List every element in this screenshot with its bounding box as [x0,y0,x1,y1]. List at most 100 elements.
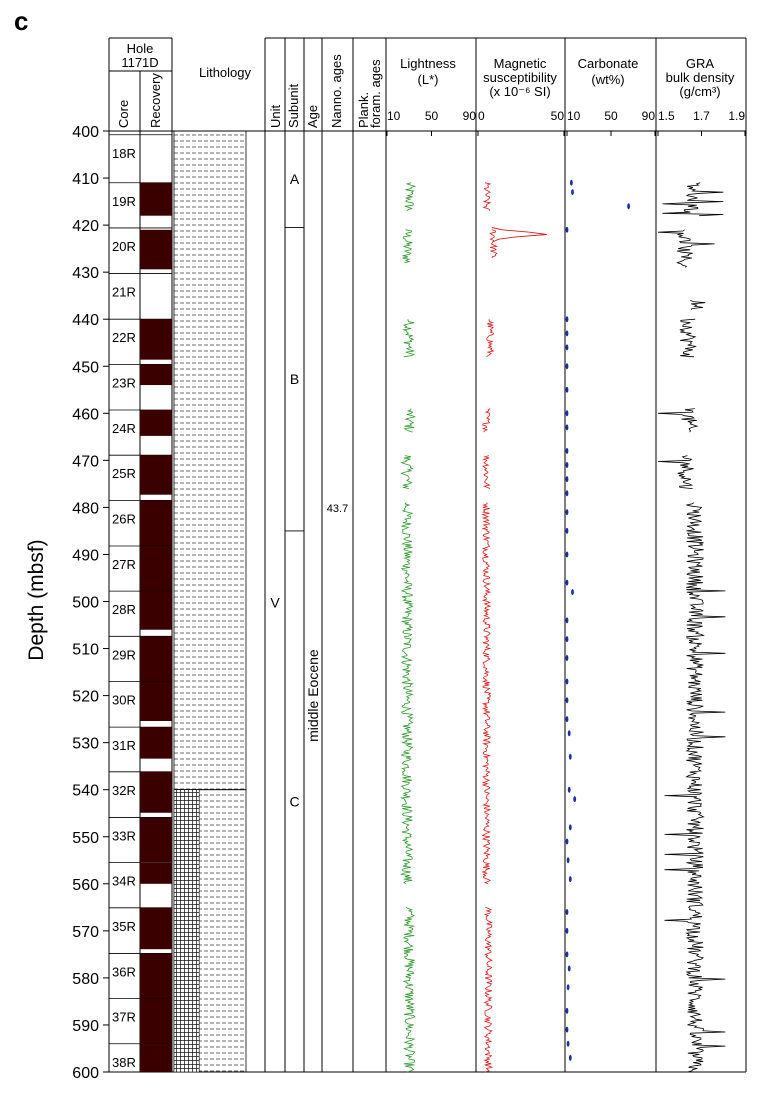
magsus-peak-trace [491,227,547,243]
gra-title-line3: (g/cm³) [679,84,720,99]
core-label: 29R [112,647,136,662]
y-axis-label: Depth (mbsf) [25,539,48,660]
core-label: 30R [112,692,136,707]
lightness-trace [402,319,416,358]
carbonate-point [627,203,630,210]
recovery-bar [140,229,172,270]
core-column-header: Core [116,100,131,128]
lithology-interval [173,130,247,791]
gra-trace [662,182,724,217]
hole-title-line1: Hole [127,41,154,56]
core-label: 32R [112,783,136,798]
carbonate-point [565,462,569,469]
depth-tick-label: 400 [72,124,99,141]
carbonate-point [565,226,569,233]
magsus-trace [482,455,491,489]
carbonate-point [565,509,569,516]
core-label: 20R [112,239,136,254]
hole-title-line2: 1171D [121,55,158,70]
depth-tick-label: 460 [72,406,99,423]
core-label: 26R [112,511,136,526]
carbonate-point [567,730,571,737]
carbonate-point [568,753,572,760]
recovery-bar [140,998,172,1044]
gra-trace [657,408,699,433]
carbonate-point [571,589,574,596]
lightness-trace [400,502,414,885]
carbonate-point [565,1026,569,1033]
carbonate-point [565,316,569,323]
core-label: 28R [112,602,136,617]
gra-title-line2: bulk density [666,70,735,85]
carbonate-point [565,697,569,704]
lightness-trace [402,906,416,1073]
magsus-trace [489,229,499,259]
carbonate-point [571,189,574,196]
carbonate-point [565,1007,569,1014]
nanno-age-label: 43.7 [327,503,348,515]
recovery-bar [140,410,172,436]
lightness-trace [404,182,417,212]
depth-tick-label: 440 [72,312,99,329]
core-label: 37R [112,1010,136,1025]
carbonate-point [568,824,572,831]
depth-tick-label: 550 [72,830,99,847]
recovery-bar [140,591,172,630]
subunit-label: C [289,793,299,809]
depth-tick-label: 450 [72,359,99,376]
x-tick-label: 10 [567,109,581,123]
core-label: 22R [112,330,136,345]
carbonate-point [568,1054,572,1061]
lightness-title-line2: (L*) [418,72,439,87]
gra-title-line1: GRA [686,56,715,71]
recovery-bar [140,953,172,999]
carbonate-point [565,330,569,337]
recovery-bar [140,319,172,360]
recovery-bar [140,182,172,216]
depth-tick-label: 420 [72,218,99,235]
depth-tick-label: 530 [72,736,99,753]
depth-tick-label: 410 [72,171,99,188]
carbonate-point [565,617,569,624]
core-label: 33R [112,828,136,843]
depth-tick-label: 520 [72,689,99,706]
recovery-bar [140,907,172,950]
carbonate-point [566,1040,570,1047]
carbonate-point [565,447,569,454]
core-label: 36R [112,964,136,979]
carbonate-point [565,527,569,534]
subunit-label: B [290,371,299,387]
carbonate-point [570,179,573,186]
magsus-trace [483,906,494,1073]
depth-tick-label: 470 [72,453,99,470]
recovery-bar [140,1043,172,1072]
dynamic-layer: 4004104204304404504604704804905005105205… [72,37,747,1082]
carbonate-point [573,796,577,803]
gra-trace [679,318,697,358]
unit-column-header: Unit [268,104,283,128]
plank-ages-column-header-line1: Plank. [356,92,371,128]
recovery-bar [140,727,172,759]
core-label: 21R [112,285,136,300]
lightness-trace [403,408,417,433]
carbonate-point [565,363,569,370]
depth-tick-label: 580 [72,971,99,988]
depth-tick-label: 430 [72,265,99,282]
x-tick-label: 50 [425,109,439,123]
core-label: 34R [112,874,136,889]
lithology-column-header: Lithology [199,65,252,80]
carbonate-title-line1: Carbonate [578,56,639,71]
subunit-label: A [290,171,300,187]
depth-tick-label: 590 [72,1018,99,1035]
x-tick-label: 10 [387,109,401,123]
depth-tick-label: 500 [72,595,99,612]
x-tick-label: 50 [551,109,565,123]
recovery-column-header: Recovery [148,73,163,128]
recovery-bar [140,681,172,722]
static-layer: c Hole 1171D Core Recovery Lithology Uni… [14,6,735,661]
carbonate-point [565,344,569,351]
age-column-header: Age [305,105,320,128]
carbonate-point [565,551,569,558]
gra-trace [657,229,715,268]
carbonate-point [565,716,569,723]
